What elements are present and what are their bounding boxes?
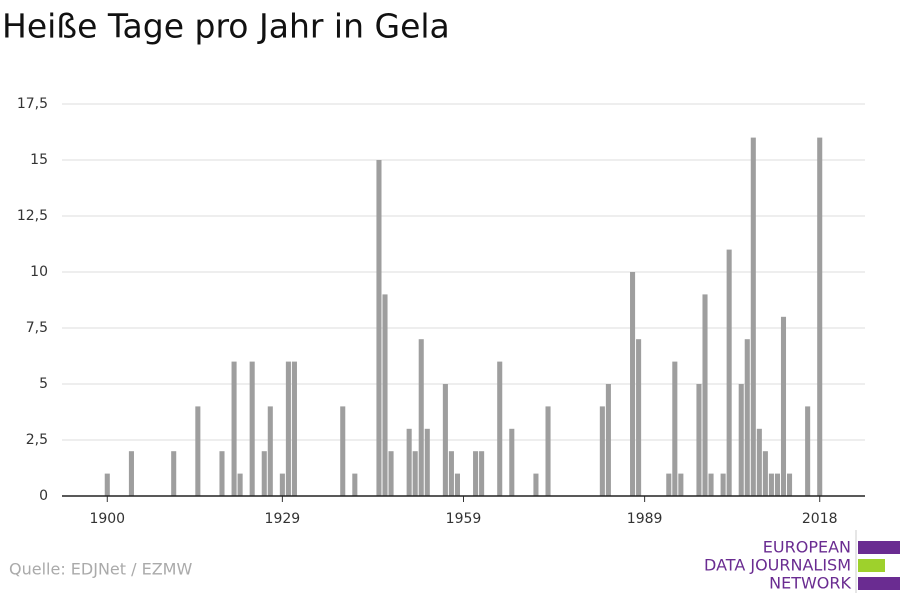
bar	[678, 473, 684, 496]
bar	[104, 473, 110, 496]
bar	[720, 473, 726, 496]
y-tick-label: 15	[30, 152, 48, 168]
logo-text: DATA JOURNALISM	[704, 556, 851, 575]
y-tick-label: 0	[39, 488, 48, 504]
bar	[636, 339, 642, 496]
bar	[376, 160, 382, 496]
bar	[406, 428, 412, 496]
bar	[195, 406, 201, 496]
bar	[418, 339, 424, 496]
bar	[231, 361, 237, 496]
y-tick-label: 5	[39, 376, 48, 392]
y-tick-label: 10	[30, 264, 48, 280]
bar	[708, 473, 714, 496]
bar	[768, 473, 774, 496]
bar	[786, 473, 793, 496]
x-tick-label: 2018	[802, 511, 838, 527]
bar	[756, 428, 762, 496]
bar	[352, 473, 358, 496]
bar	[805, 406, 811, 496]
bar	[267, 406, 273, 496]
logo-text: NETWORK	[769, 574, 851, 593]
bar	[412, 451, 418, 496]
logo-bar	[858, 541, 900, 554]
bar	[424, 428, 430, 496]
x-tick-label: 1929	[265, 511, 301, 527]
bar	[533, 473, 539, 496]
x-tick-label: 1900	[89, 511, 125, 527]
bar	[744, 339, 750, 496]
bar	[696, 384, 702, 496]
bar	[454, 473, 460, 496]
logo-text: EUROPEAN	[763, 538, 851, 557]
logo-bar	[858, 559, 885, 572]
bar	[545, 406, 551, 496]
bar	[382, 294, 388, 496]
bar	[388, 451, 394, 496]
bar	[442, 384, 448, 496]
bar	[479, 451, 485, 496]
logo: EUROPEAN DATA JOURNALISM NETWORK	[704, 530, 900, 593]
y-tick-label: 12,5	[17, 208, 48, 224]
bar	[261, 451, 267, 496]
bar	[237, 473, 243, 496]
bar	[473, 451, 479, 496]
bar	[291, 361, 297, 496]
bar	[509, 428, 515, 496]
bar	[666, 473, 672, 496]
chart-title: Heiße Tage pro Jahr in Gela	[2, 7, 450, 46]
bar	[762, 451, 768, 496]
bar	[249, 361, 255, 496]
bar	[738, 384, 744, 496]
bar	[279, 473, 285, 496]
bar	[599, 406, 605, 496]
bar	[340, 406, 346, 496]
bar	[497, 361, 503, 496]
y-tick-label: 2,5	[26, 432, 48, 448]
bar	[780, 316, 787, 496]
bar	[817, 137, 823, 496]
bar	[774, 473, 780, 496]
bar	[219, 451, 225, 496]
bar	[750, 137, 756, 496]
x-tick-label: 1959	[446, 511, 482, 527]
bar	[448, 451, 454, 496]
logo-bar	[858, 577, 900, 590]
bar	[630, 272, 636, 496]
bar	[672, 361, 678, 496]
source: Quelle: EDJNet / EZMW	[9, 560, 192, 579]
bar	[702, 294, 708, 496]
x-tick-label: 1989	[627, 511, 663, 527]
bar	[605, 384, 611, 496]
bar	[171, 451, 177, 496]
y-tick-label: 7,5	[26, 320, 48, 336]
y-tick-label: 17,5	[17, 96, 48, 112]
bar	[285, 361, 291, 496]
bar	[128, 451, 134, 496]
bar	[726, 249, 732, 496]
